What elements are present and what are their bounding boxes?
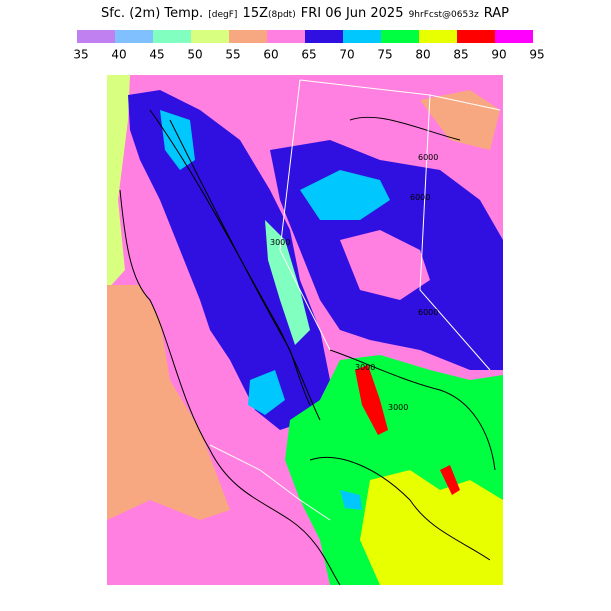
colorbar-tick-label: 65 (301, 48, 316, 62)
colorbar-cell (457, 30, 495, 43)
region-60b (340, 230, 430, 300)
region-85 (355, 365, 388, 435)
contour-label: 6000 (418, 308, 438, 317)
region-85b (440, 465, 460, 495)
colorbar-cell (191, 30, 229, 43)
title-part: 9hrFcst@0653z (409, 10, 479, 20)
contour-line (149, 109, 321, 421)
colorbar-tick-label: 70 (339, 48, 354, 62)
contour-line (309, 456, 491, 561)
region-70 (300, 170, 390, 220)
contour-label: 3000 (270, 238, 290, 247)
colorbar-tick-label: 85 (453, 48, 468, 62)
contour-label: 3000 (355, 363, 375, 372)
colorbar-cell (153, 30, 191, 43)
state-border (419, 94, 491, 371)
title-part: 15Z (243, 6, 269, 21)
region-70d (340, 490, 362, 510)
contour-line (329, 349, 496, 471)
contour-line (119, 189, 341, 586)
colorbar-cell (495, 30, 533, 43)
title-part: [degF] (208, 10, 237, 20)
colorbar-tick-label: 45 (149, 48, 164, 62)
region-70b (160, 110, 195, 170)
colorbar-tick-label: 40 (111, 48, 126, 62)
coastline (209, 444, 331, 521)
region-45 (265, 220, 310, 345)
colorbar-tick-label: 80 (415, 48, 430, 62)
colorbar-tick-label: 95 (529, 48, 544, 62)
contour-line (169, 119, 311, 406)
colorbar-tick-label: 90 (491, 48, 506, 62)
colorbar-cell (77, 30, 115, 43)
colorbar-cell (229, 30, 267, 43)
colorbar-tick-label: 55 (225, 48, 240, 62)
colorbar-tick-label: 60 (263, 48, 278, 62)
state-border (279, 79, 331, 351)
region-55 (107, 285, 230, 520)
region-65 (128, 90, 330, 430)
contour-label: 6000 (418, 153, 438, 162)
colorbar-cell (343, 30, 381, 43)
region-55b (420, 90, 500, 150)
borders (209, 79, 501, 521)
colorbar-tick-label: 35 (73, 48, 88, 62)
contour-label: 3000 (388, 403, 408, 412)
title-part: RAP (484, 6, 509, 21)
colorbar-cell (381, 30, 419, 43)
title-part: Sfc. (2m) Temp. (101, 6, 203, 21)
region-80 (360, 470, 503, 585)
colorbar-tick-label: 75 (377, 48, 392, 62)
colorbar-cell (267, 30, 305, 43)
contour-line (349, 116, 461, 141)
region-70c (248, 370, 285, 415)
region-50 (107, 75, 130, 290)
contours (119, 109, 496, 586)
contour-label: 6000 (410, 193, 430, 202)
colorbar-tick-label: 50 (187, 48, 202, 62)
title-part: FRI 06 Jun 2025 (301, 6, 404, 21)
colorbar-cell (115, 30, 153, 43)
colorbar-cell (419, 30, 457, 43)
title-part: (8pdt) (268, 10, 296, 20)
colorbar-cell (305, 30, 343, 43)
colorbar: 35 40 45 50 55 60 65 70 75 80 85 90 95 (73, 30, 545, 62)
title: Sfc. (2m) Temp. [degF] 15Z(8pdt) FRI 06 … (101, 2, 509, 21)
map: 6000 6000 3000 3000 6000 3000 (107, 75, 503, 586)
